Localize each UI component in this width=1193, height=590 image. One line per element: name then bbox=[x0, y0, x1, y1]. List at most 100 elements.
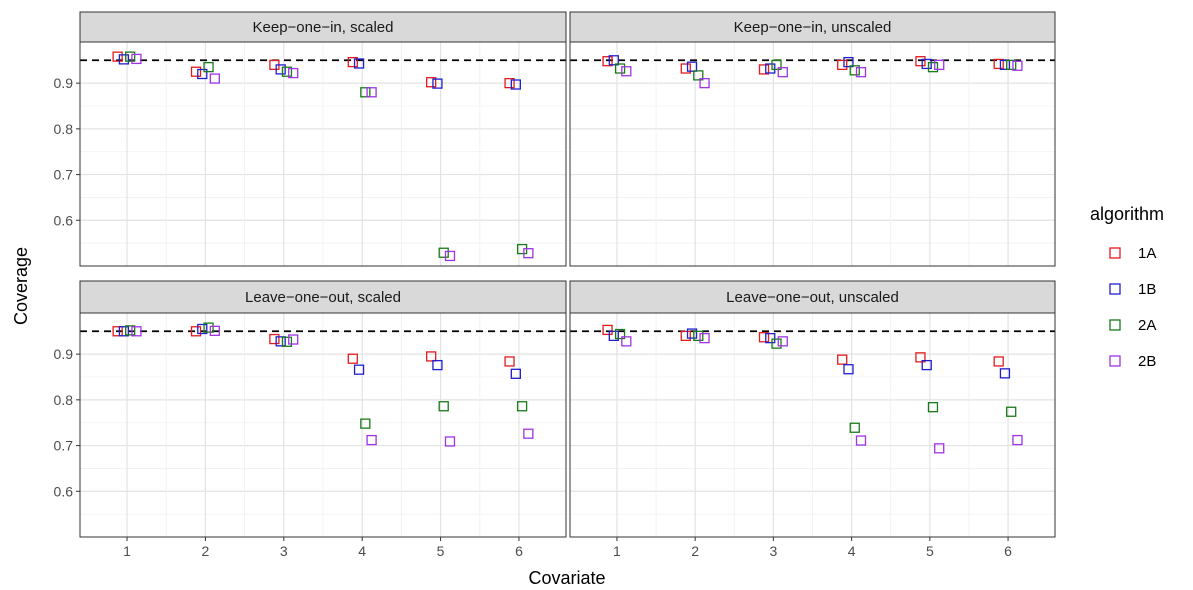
data-point-1a bbox=[190, 66, 202, 77]
y-axis-title: Coverage bbox=[11, 247, 31, 325]
data-point-2a bbox=[203, 61, 214, 73]
data-point-2a bbox=[203, 322, 214, 333]
data-point-2a bbox=[693, 70, 704, 81]
facet-strip bbox=[79, 11, 567, 43]
data-point-2b bbox=[131, 326, 142, 337]
data-point-2a bbox=[438, 247, 449, 258]
x-tick-label: 5 bbox=[437, 543, 445, 559]
data-point-2a bbox=[125, 51, 136, 62]
data-point-2b bbox=[523, 428, 534, 439]
data-point-2a bbox=[516, 401, 528, 412]
legend-label: 1A bbox=[1138, 245, 1156, 262]
data-point-2b bbox=[1012, 60, 1023, 71]
facet-title: Leave−one−out, unscaled bbox=[726, 289, 899, 306]
data-point-2a bbox=[1006, 59, 1017, 71]
data-point-2a bbox=[849, 422, 860, 433]
data-point-2b bbox=[699, 77, 710, 89]
data-point-1b bbox=[921, 58, 932, 70]
data-point-2b bbox=[777, 336, 788, 347]
data-point-2a bbox=[771, 338, 782, 349]
x-tick-label: 4 bbox=[358, 543, 366, 559]
legend-label: 2B bbox=[1138, 353, 1156, 370]
data-point-1b bbox=[765, 332, 776, 344]
data-point-2a bbox=[281, 66, 293, 77]
x-tick-label: 1 bbox=[123, 543, 131, 559]
data-point-2b bbox=[934, 443, 945, 454]
data-point-1b bbox=[608, 330, 619, 342]
data-point-2b bbox=[366, 434, 377, 446]
data-point-1a bbox=[347, 56, 358, 68]
data-point-2b bbox=[366, 87, 377, 98]
data-point-1a bbox=[837, 59, 848, 71]
panel-border bbox=[79, 312, 567, 538]
x-tick-label: 4 bbox=[848, 543, 856, 559]
data-point-2b bbox=[209, 325, 220, 336]
data-point-1a bbox=[993, 58, 1004, 70]
data-point-1a bbox=[915, 352, 926, 363]
facet-panel: Keep−one−in, scaled 0.6 0.7 0.8 0.9 bbox=[54, 11, 567, 267]
facet-title: Keep−one−in, scaled bbox=[253, 19, 394, 36]
data-point-1a bbox=[112, 51, 123, 62]
x-axis-title: Covariate bbox=[528, 568, 605, 588]
data-point-2a bbox=[849, 65, 860, 76]
data-point-2b bbox=[523, 248, 534, 259]
x-tick-label: 1 bbox=[613, 543, 621, 559]
y-tick-label: 0.8 bbox=[54, 121, 74, 137]
facet-strip bbox=[569, 280, 1056, 314]
legend-label: 1B bbox=[1138, 281, 1156, 298]
data-point-2b bbox=[855, 435, 867, 446]
data-point-2b bbox=[934, 59, 945, 71]
data-point-1a bbox=[347, 353, 358, 364]
data-point-2b bbox=[699, 332, 710, 344]
data-point-1b bbox=[608, 55, 619, 66]
data-point-1a bbox=[758, 332, 770, 343]
data-point-1a bbox=[426, 77, 437, 88]
data-point-1b bbox=[432, 78, 443, 89]
data-point-1a bbox=[504, 77, 515, 89]
data-point-2a bbox=[693, 330, 704, 342]
data-point-2a bbox=[614, 328, 626, 340]
data-point-2a bbox=[771, 59, 782, 71]
y-tick-label: 0.6 bbox=[54, 483, 74, 499]
data-point-1b bbox=[999, 59, 1011, 71]
data-point-2a bbox=[927, 61, 939, 73]
data-point-1a bbox=[837, 354, 848, 365]
data-point-1a bbox=[190, 326, 202, 337]
data-point-1a bbox=[993, 356, 1004, 367]
data-point-2b bbox=[444, 250, 456, 262]
data-point-2a bbox=[360, 87, 371, 98]
legend-key-1a bbox=[1109, 247, 1121, 259]
data-point-1b bbox=[118, 326, 130, 337]
data-point-2b bbox=[621, 66, 632, 77]
data-point-1b bbox=[432, 359, 443, 371]
data-point-1a bbox=[758, 64, 770, 75]
y-tick-label: 0.7 bbox=[54, 167, 74, 183]
data-point-1b bbox=[118, 54, 130, 65]
legend: algorithm 1A 1B 2A 2B bbox=[1090, 204, 1164, 370]
data-point-1b bbox=[843, 364, 854, 375]
data-point-2b bbox=[288, 67, 299, 79]
x-tick-label: 6 bbox=[1004, 543, 1012, 559]
legend-key-2b bbox=[1109, 355, 1121, 367]
data-point-1a bbox=[504, 356, 515, 367]
data-point-1a bbox=[602, 56, 613, 67]
data-point-1b bbox=[999, 368, 1011, 379]
data-point-1b bbox=[275, 336, 286, 347]
data-point-1b bbox=[843, 56, 854, 68]
panel-border bbox=[79, 41, 567, 267]
data-point-1b bbox=[275, 64, 286, 75]
data-point-1b bbox=[686, 61, 698, 72]
data-point-2a bbox=[614, 63, 626, 74]
panel-border bbox=[569, 312, 1056, 538]
data-point-1b bbox=[510, 368, 521, 379]
data-point-1a bbox=[112, 326, 123, 337]
legend-key-2a bbox=[1109, 319, 1121, 331]
x-tick-label: 5 bbox=[926, 543, 934, 559]
facet-title: Keep−one−in, unscaled bbox=[734, 19, 892, 36]
data-point-2a bbox=[438, 401, 449, 412]
data-point-1b bbox=[765, 63, 776, 74]
data-point-2b bbox=[777, 67, 788, 78]
data-point-1b bbox=[353, 58, 365, 69]
data-point-1a bbox=[602, 324, 613, 336]
